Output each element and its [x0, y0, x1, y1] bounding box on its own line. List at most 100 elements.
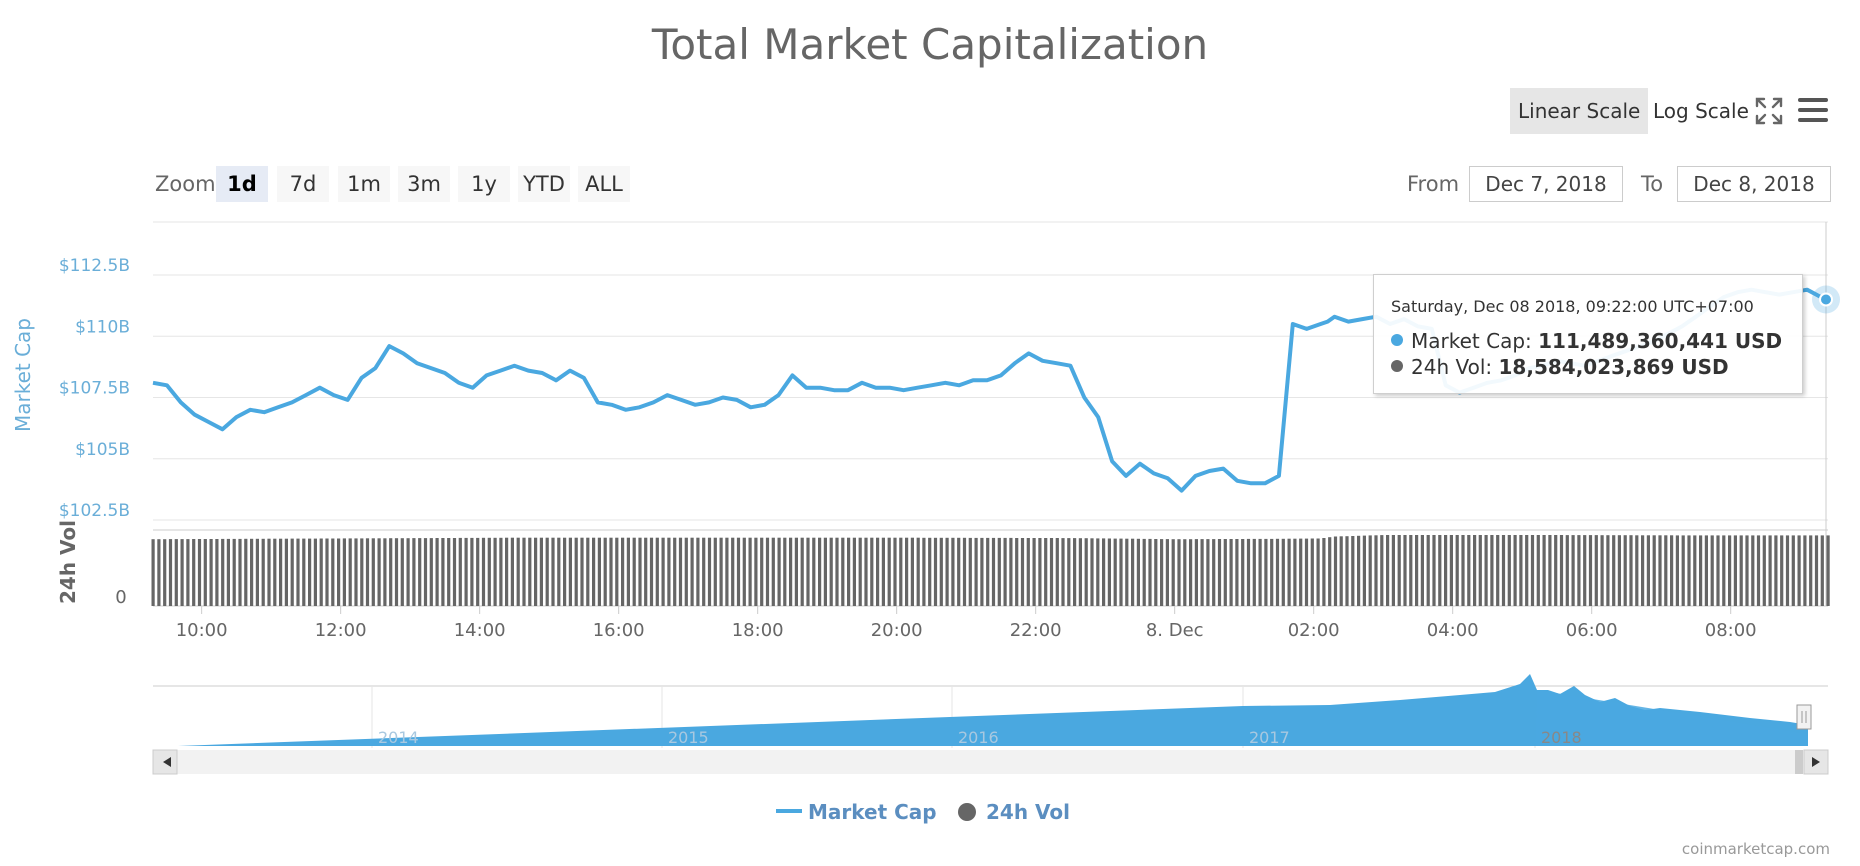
volume-bar	[586, 537, 590, 606]
zoom-1m-button[interactable]: 1m	[338, 166, 390, 202]
volume-bar	[302, 538, 306, 606]
volume-bar	[1026, 538, 1030, 606]
volume-bar	[760, 537, 764, 606]
volume-bar	[499, 537, 503, 606]
volume-bar	[997, 537, 1001, 606]
volume-bar	[847, 537, 851, 606]
volume-bar	[1131, 538, 1135, 606]
volume-bar	[505, 537, 509, 606]
volume-bar	[1264, 538, 1268, 606]
volume-bar	[881, 537, 885, 606]
hamburger-menu-icon[interactable]	[1796, 94, 1830, 126]
navigator-handle	[1796, 704, 1812, 730]
log-scale-button[interactable]: Log Scale	[1653, 99, 1749, 123]
zoom-label: Zoom	[155, 172, 216, 196]
fullscreen-icon[interactable]	[1754, 96, 1784, 126]
volume-bar	[371, 538, 375, 606]
volume-bar	[528, 537, 532, 606]
credits-link[interactable]: coinmarketcap.com	[1681, 840, 1830, 858]
volume-bar	[603, 537, 607, 606]
volume-bar	[1246, 538, 1251, 606]
volume-bar	[1501, 535, 1506, 606]
volume-bar	[1061, 538, 1065, 606]
volume-bar	[1304, 538, 1309, 606]
volume-bar	[1635, 535, 1639, 606]
volume-bar	[1391, 535, 1395, 606]
volume-bar	[1409, 535, 1413, 606]
volume-bar	[1814, 535, 1819, 606]
zoom-1d-button[interactable]: 1d	[216, 166, 268, 202]
scroll-right-button	[1803, 749, 1829, 775]
volume-bar	[800, 537, 804, 606]
volume-bar	[1699, 535, 1703, 606]
volume-bar	[1316, 538, 1320, 606]
volume-bar	[1281, 538, 1285, 606]
volume-bar	[1623, 535, 1627, 606]
volume-bar	[1380, 535, 1384, 606]
volume-bar	[516, 537, 520, 606]
volume-bar	[157, 539, 161, 606]
y-tick-label: $102.5B	[59, 501, 130, 521]
zoom-3m-button[interactable]: 3m	[398, 166, 450, 202]
market-cap-dot-icon	[1391, 334, 1403, 346]
volume-bar	[1084, 538, 1088, 606]
x-tick-label: 08:00	[1705, 620, 1757, 641]
volume-bar	[1154, 539, 1158, 606]
volume-bar	[713, 537, 717, 606]
from-date-input[interactable]: Dec 7, 2018	[1469, 166, 1623, 202]
volume-bar	[1536, 535, 1540, 606]
x-tick-label: 02:00	[1288, 620, 1340, 641]
volume-bar	[1160, 539, 1164, 606]
volume-bar	[835, 537, 839, 606]
volume-bar	[1015, 538, 1019, 606]
linear-scale-button[interactable]: Linear Scale	[1510, 88, 1649, 134]
zoom-ytd-button[interactable]: YTD	[518, 166, 570, 202]
legend-line-icon	[776, 809, 802, 813]
volume-bar	[1142, 538, 1146, 606]
y-tick-label: $110B	[75, 317, 130, 337]
vol-axis-title: 24h Vol	[56, 520, 80, 604]
volume-bar	[823, 537, 827, 606]
volume-bar	[1339, 536, 1343, 606]
volume-bar	[1496, 535, 1500, 606]
volume-bar	[174, 539, 178, 606]
volume-bar	[1328, 537, 1332, 606]
volume-bar	[1681, 535, 1685, 606]
volume-bar	[226, 538, 230, 606]
zoom-1y-button[interactable]: 1y	[458, 166, 510, 202]
volume-bar	[331, 538, 335, 606]
hover-point	[1819, 292, 1833, 307]
volume-bar	[974, 537, 978, 606]
volume-bar	[632, 537, 636, 606]
zoom-7d-button[interactable]: 7d	[277, 166, 329, 202]
volume-bar	[1484, 535, 1488, 606]
to-date-input[interactable]: Dec 8, 2018	[1677, 166, 1831, 202]
navigator-mask-area	[1535, 690, 1808, 746]
volume-bar	[510, 537, 514, 606]
volume-bar	[284, 538, 288, 606]
volume-bar	[545, 537, 549, 606]
volume-bar	[429, 538, 433, 606]
volume-bar	[279, 538, 283, 606]
legend-dot-icon	[958, 803, 976, 821]
vol-axis-tick: 0	[115, 587, 126, 608]
volume-bar	[1797, 535, 1801, 606]
volume-bar	[1102, 538, 1106, 606]
volume-bar	[754, 537, 758, 606]
volume-bar	[991, 537, 996, 606]
legend-24h-vol[interactable]: 24h Vol	[958, 800, 1070, 824]
volume-bar	[1171, 539, 1175, 606]
volume-bar	[1362, 535, 1366, 606]
volume-bar	[1612, 535, 1616, 606]
volume-bar	[667, 537, 671, 606]
volume-bar	[470, 537, 474, 606]
volume-bar	[539, 537, 543, 606]
legend-market-cap[interactable]: Market Cap	[776, 800, 937, 824]
volume-bar	[1664, 535, 1668, 606]
zoom-all-button[interactable]: ALL	[578, 166, 630, 202]
volume-bar	[580, 537, 584, 606]
volume-bar	[626, 537, 630, 606]
volume-bar	[1420, 535, 1424, 606]
volume-bar	[377, 538, 381, 606]
